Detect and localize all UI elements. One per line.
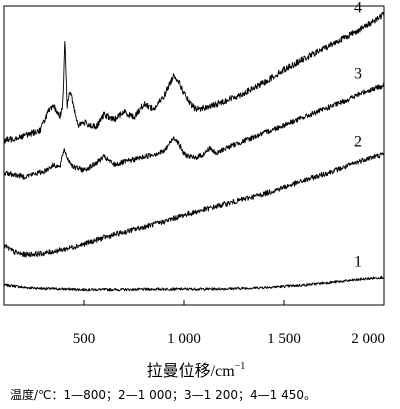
x-tick-label: 2 000 [351, 331, 385, 347]
x-ticks: 500 1 000 1 500 2 000 [73, 300, 385, 347]
x-axis-label-text: 拉曼位移/cm [147, 362, 236, 380]
x-axis-label-sup: −1 [235, 361, 246, 372]
series-labels: 1 2 3 4 [354, 0, 362, 271]
x-tick-label: 1 500 [267, 331, 301, 347]
figure-caption: 温度/℃：1—800；2—1 000；3—1 200；4—1 450。 [10, 388, 317, 402]
x-tick-label: 500 [73, 331, 96, 347]
series-line-1 [3, 275, 385, 292]
series-line-2 [3, 152, 385, 258]
series-label-1: 1 [354, 254, 362, 271]
x-axis-label: 拉曼位移/cm−1 [147, 361, 246, 380]
series-line-4 [3, 11, 385, 144]
spectra-lines [3, 11, 385, 292]
series-line-3 [3, 82, 385, 180]
x-tick-label: 1 000 [167, 331, 201, 347]
series-label-2: 2 [354, 133, 362, 150]
plot-frame [3, 5, 385, 306]
series-label-3: 3 [354, 66, 362, 83]
series-label-4: 4 [354, 0, 362, 17]
